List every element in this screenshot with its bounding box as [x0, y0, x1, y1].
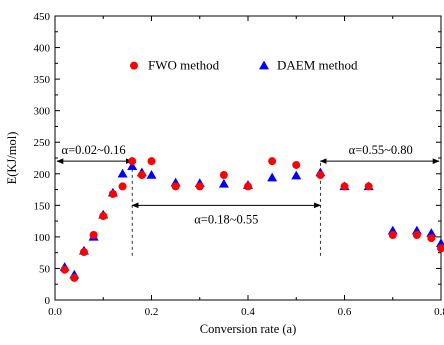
- y-tick-label: 100: [34, 232, 51, 244]
- fwo-point: [89, 230, 98, 239]
- fwo-point: [388, 230, 397, 239]
- x-axis-title: Conversion rate (a): [200, 322, 297, 336]
- x-tick-label: 0.2: [145, 306, 159, 318]
- fwo-point: [340, 182, 349, 191]
- daem-point: [426, 228, 437, 237]
- x-tick-label: 0.6: [338, 306, 352, 318]
- fwo-point: [147, 157, 156, 166]
- y-tick-label: 350: [34, 74, 51, 86]
- fwo-point: [108, 189, 117, 198]
- daem-point: [117, 168, 128, 178]
- legend-label-daem: DAEM method: [277, 58, 358, 73]
- y-tick-label: 150: [34, 200, 51, 212]
- daem-point: [127, 161, 138, 170]
- legend-label-fwo: FWO method: [148, 58, 220, 73]
- x-tick-label: 0.8: [434, 306, 444, 318]
- fwo-point: [99, 212, 108, 221]
- axes-layer: 0 50 100 150 200 250 300 350 400 450 0.0 0.2 0.4 0.6 0…: [5, 11, 444, 336]
- legend-marker-fwo: [130, 61, 138, 70]
- fwo-point: [128, 157, 137, 166]
- fwo-point: [195, 182, 204, 191]
- range-label: α=0.55~0.80: [349, 143, 413, 157]
- y-axis-title: E(KJ/mol): [5, 132, 19, 185]
- fwo-point: [60, 265, 69, 274]
- daem-point: [267, 172, 278, 182]
- plot-frame: [54, 15, 442, 301]
- fwo-point: [292, 160, 301, 169]
- y-tick-label: 400: [34, 43, 51, 55]
- y-tick-label: 450: [34, 11, 51, 23]
- fwo-point: [118, 182, 127, 191]
- daem-point: [146, 170, 157, 179]
- range-label: α=0.02~0.16: [62, 143, 126, 157]
- y-tick-label: 50: [39, 263, 51, 275]
- fwo-point: [244, 182, 252, 191]
- fwo-point: [219, 171, 228, 180]
- fwo-point: [364, 182, 373, 191]
- annotations-layer: α=0.02~0.16 α=0.18~0.55 α=0.55~0.80: [56, 143, 440, 256]
- y-tick-label: 300: [34, 106, 51, 118]
- x-tick-label: 0.0: [48, 306, 62, 318]
- fwo-point: [137, 171, 146, 180]
- daem-point: [218, 178, 229, 188]
- fwo-point: [316, 171, 325, 180]
- fwo-point: [268, 157, 277, 166]
- fwo-point: [437, 244, 444, 253]
- fwo-point: [171, 182, 180, 191]
- x-tick-label: 0.4: [241, 306, 255, 318]
- fwo-point: [70, 273, 79, 282]
- legend: FWO method DAEM method: [130, 58, 358, 73]
- y-tick-label: 0: [45, 295, 51, 307]
- y-tick-label: 200: [34, 169, 51, 181]
- range-label: α=0.18~0.55: [194, 212, 258, 226]
- fwo-point: [79, 248, 88, 257]
- points-layer: [59, 157, 444, 282]
- fwo-point: [412, 230, 421, 239]
- y-tick-label: 250: [34, 137, 51, 149]
- daem-point: [291, 170, 302, 180]
- fwo-point: [427, 234, 436, 243]
- legend-marker-daem: [259, 60, 269, 70]
